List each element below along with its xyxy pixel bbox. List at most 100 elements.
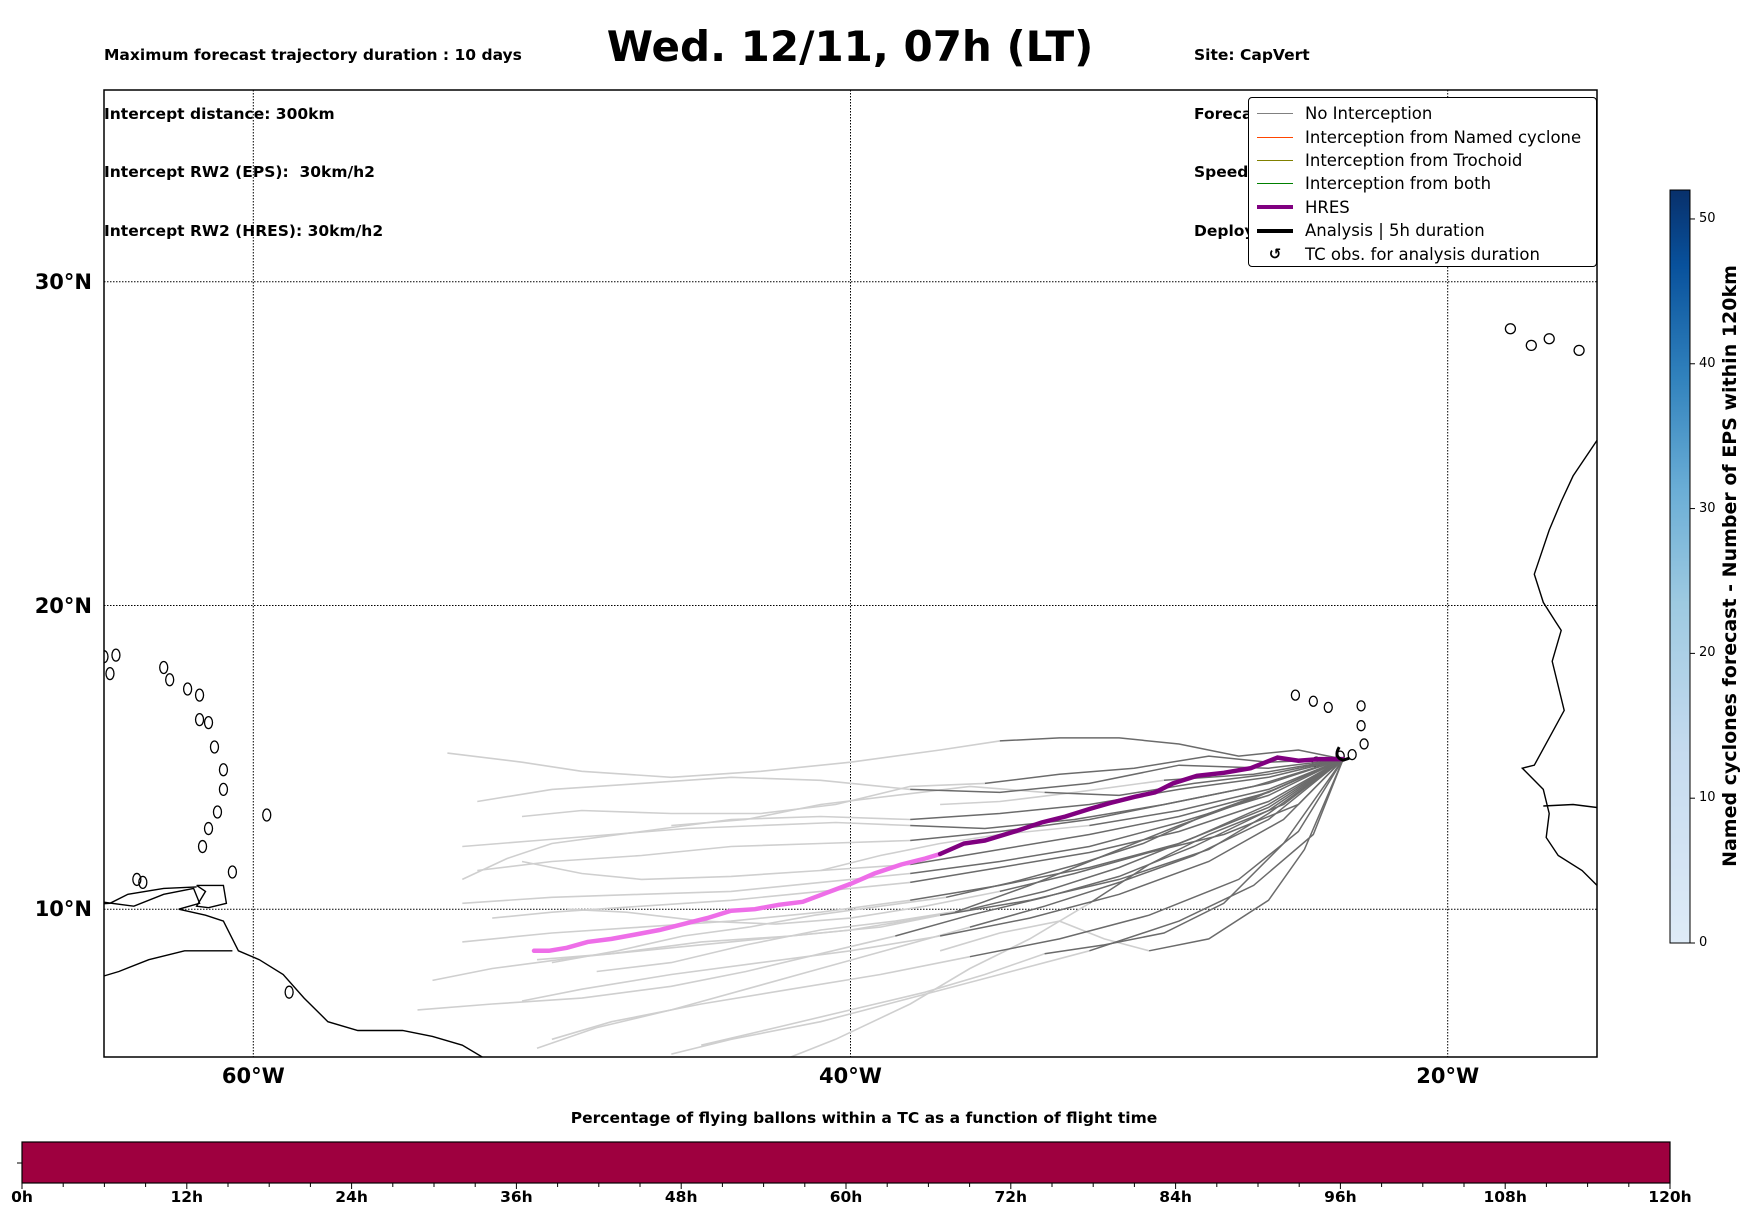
eps-colorbar-tick-label: 20	[1699, 645, 1716, 661]
eps-colorbar-tick-label: 10	[1699, 790, 1716, 806]
ensemble-trajectory-late	[940, 779, 1165, 806]
coastline	[104, 950, 233, 977]
flight-time-tick-label: 36h	[500, 1188, 533, 1206]
island-outline	[212, 805, 223, 819]
island-outline	[194, 688, 205, 702]
island-outline	[262, 808, 272, 822]
canary-island	[1543, 333, 1555, 345]
flight-time-tick-label: 48h	[664, 1188, 698, 1206]
island-outline	[159, 660, 169, 675]
longitude-tick-label: 40°W	[819, 1064, 882, 1088]
flight-time-tick-label: 12h	[170, 1188, 204, 1206]
legend-line-purple-thick-icon	[1255, 205, 1295, 210]
flight-time-tick-label: 0h	[11, 1188, 33, 1206]
legend-line-black-thick-icon	[1255, 228, 1295, 233]
coastline	[104, 886, 197, 905]
deployment-site-icon	[1335, 746, 1350, 762]
island-outline	[165, 673, 175, 687]
ensemble-trajectory-late	[596, 908, 971, 973]
ensemble-trajectory-early	[910, 758, 1344, 842]
eps-colorbar-ticks	[1690, 218, 1695, 944]
legend-label: No Interception	[1305, 104, 1433, 124]
ensemble-trajectory-early	[910, 758, 1344, 884]
legend-label: Interception from Named cyclone	[1305, 127, 1582, 147]
hres-trajectory-late	[531, 851, 943, 954]
africa-coastline	[1520, 438, 1597, 887]
legend-item-hres: HRES	[1249, 196, 1596, 219]
ensemble-trajectory-early	[910, 758, 1344, 830]
island-outline	[182, 682, 193, 696]
intercept-rw2-hres-text: Intercept RW2 (HRES): 30km/h2	[104, 221, 384, 240]
ensemble-trajectory-late	[701, 952, 1045, 1046]
eps-colorbar-tick-label: 30	[1699, 500, 1716, 516]
flight-time-tick-label: 60h	[829, 1188, 863, 1206]
site-text: Site: CapVert	[1194, 46, 1310, 64]
island-outline	[227, 865, 238, 879]
latitude-tick-label: 30°N	[34, 269, 92, 294]
island-outline	[203, 715, 214, 730]
intercept-rw2-eps-text: Intercept RW2 (EPS): 30km/h2	[104, 163, 375, 181]
canary-island	[1525, 339, 1537, 352]
legend-line-olive-icon	[1255, 159, 1295, 161]
flight-time-tick-label: 108h	[1483, 1188, 1527, 1206]
map-gridlines	[104, 90, 1597, 1057]
ensemble-trajectory-early	[1089, 758, 1344, 952]
cape-verde-island	[1347, 748, 1357, 761]
eps-colorbar-tick-label: 50	[1699, 210, 1716, 226]
island-outline	[209, 740, 220, 754]
legend-line-gray-icon	[1255, 113, 1295, 115]
hres-track	[531, 755, 1346, 954]
flight-time-colorbar-title: Percentage of flying ballons within a TC…	[570, 1109, 1158, 1127]
canary-island	[1504, 323, 1517, 335]
island-outline	[218, 782, 229, 797]
coastlines	[104, 323, 1597, 1057]
ensemble-trajectory-late	[521, 935, 941, 1002]
legend-line-green-icon	[1255, 183, 1295, 185]
canary-island	[1573, 344, 1585, 357]
flight-time-tick-label: 72h	[994, 1188, 1028, 1206]
legend-label: Analysis | 5h duration	[1305, 221, 1485, 241]
ensemble-trajectory-late	[447, 740, 1000, 779]
map-frame	[103, 89, 1598, 1058]
legend-label: Interception from Trochoid	[1305, 150, 1523, 170]
flight-time-tick-label: 96h	[1324, 1188, 1357, 1206]
ensemble-trajectory-early	[1044, 758, 1344, 955]
island-outline	[197, 839, 208, 854]
intercept-distance-text: Intercept distance: 300km	[104, 104, 335, 123]
legend-item-both: Interception from both	[1249, 172, 1596, 195]
ensemble-trajectory-late	[820, 824, 1090, 872]
ensemble-tracks-recent	[895, 737, 1344, 958]
ensemble-trajectory-early	[945, 758, 1344, 899]
longitude-tick-label: 60°W	[221, 1064, 285, 1088]
ensemble-trajectory-late	[461, 815, 911, 881]
map-legend: No Interception Interception from Named …	[1248, 97, 1597, 267]
island-outline	[105, 666, 115, 681]
coastline	[104, 887, 484, 1057]
island-outline	[111, 648, 121, 662]
flight-time-tick-label: 84h	[1159, 1188, 1192, 1206]
ensemble-trajectory-late	[521, 860, 911, 881]
cape-verde-island	[1356, 700, 1366, 712]
ensemble-trajectory-late	[477, 776, 911, 803]
ensemble-trajectory-early	[969, 758, 1344, 910]
ensemble-trajectory-early	[999, 737, 1344, 760]
eps-colorbar	[1669, 189, 1691, 944]
ensemble-trajectory-late	[462, 821, 911, 848]
ensemble-trajectory-late	[417, 935, 896, 1011]
ensemble-trajectory-early	[910, 758, 1344, 794]
island-outline	[138, 875, 148, 890]
site-marker	[1335, 746, 1350, 762]
legend-item-trochoid: Interception from Trochoid	[1249, 149, 1596, 172]
ensemble-trajectory-early	[939, 758, 1344, 916]
island-outline	[203, 821, 214, 836]
flight-time-tick-label: 24h	[335, 1188, 368, 1206]
legend-label: HRES	[1305, 197, 1350, 217]
ensemble-trajectory-early	[1044, 758, 1344, 797]
ensemble-trajectory-late	[671, 785, 1045, 827]
flight-time-colorbar	[21, 1141, 1671, 1184]
latitude-tick-label: 10°N	[34, 897, 92, 922]
cape-verde-island	[1359, 738, 1369, 750]
hres-trajectory-early	[937, 755, 1346, 857]
latitude-tick-label: 20°N	[34, 593, 92, 618]
